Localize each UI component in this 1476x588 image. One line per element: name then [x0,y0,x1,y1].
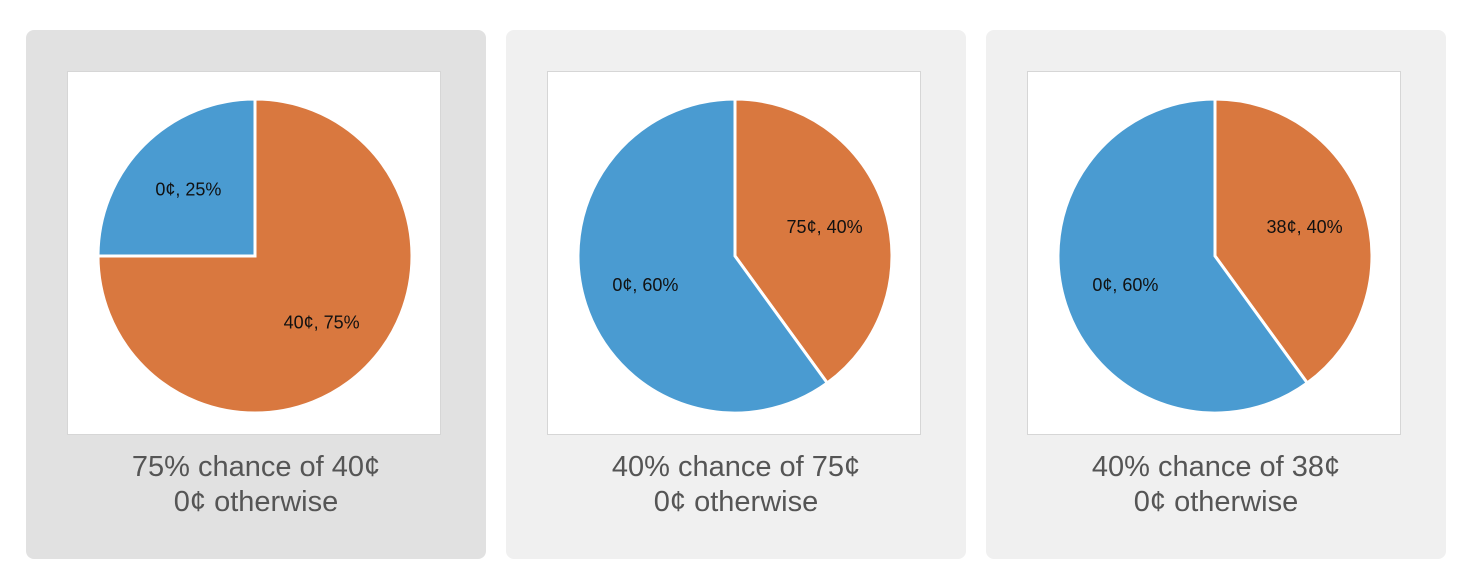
slice-label: 0¢, 60% [1092,275,1158,295]
slice-label: 75¢, 40% [787,217,863,237]
caption-line-2: 0¢ otherwise [653,486,819,518]
slice-label: 0¢, 60% [612,275,678,295]
pie-chart: 38¢, 40% 0¢, 60% [1056,97,1374,415]
pie-chart-container: 40¢, 75% 0¢, 25% [67,71,441,435]
caption-line-1: 75% chance of 40¢ [131,451,381,483]
pie-slice [576,97,830,415]
pie-chart-container: 75¢, 40% 0¢, 60% [547,71,921,435]
gamble-option-card[interactable]: 38¢, 40% 0¢, 60% 40% chance of 38¢ 0¢ oth… [986,30,1446,559]
gamble-option-card[interactable]: 40¢, 75% 0¢, 25% 75% chance of 40¢ 0¢ oth… [26,30,486,559]
pie-slice [1213,97,1374,386]
option-caption: 40% chance of 75¢ 0¢ otherwise [506,450,966,520]
caption-line-2: 0¢ otherwise [173,486,339,518]
pie-slice [96,97,414,415]
caption-line-1: 40% chance of 75¢ [611,451,861,483]
pie-slice [733,97,894,386]
option-caption: 75% chance of 40¢ 0¢ otherwise [26,450,486,520]
gamble-option-card[interactable]: 75¢, 40% 0¢, 60% 40% chance of 75¢ 0¢ oth… [506,30,966,559]
slice-label: 0¢, 25% [155,179,221,199]
pie-slice [1056,97,1310,415]
option-caption: 40% chance of 38¢ 0¢ otherwise [986,450,1446,520]
slice-label: 40¢, 75% [284,313,360,333]
pie-chart-container: 38¢, 40% 0¢, 60% [1027,71,1401,435]
pie-chart: 40¢, 75% 0¢, 25% [96,97,414,415]
caption-line-2: 0¢ otherwise [1133,486,1299,518]
caption-line-1: 40% chance of 38¢ [1091,451,1341,483]
pie-slice [96,97,257,258]
slice-label: 38¢, 40% [1267,217,1343,237]
pie-chart: 75¢, 40% 0¢, 60% [576,97,894,415]
